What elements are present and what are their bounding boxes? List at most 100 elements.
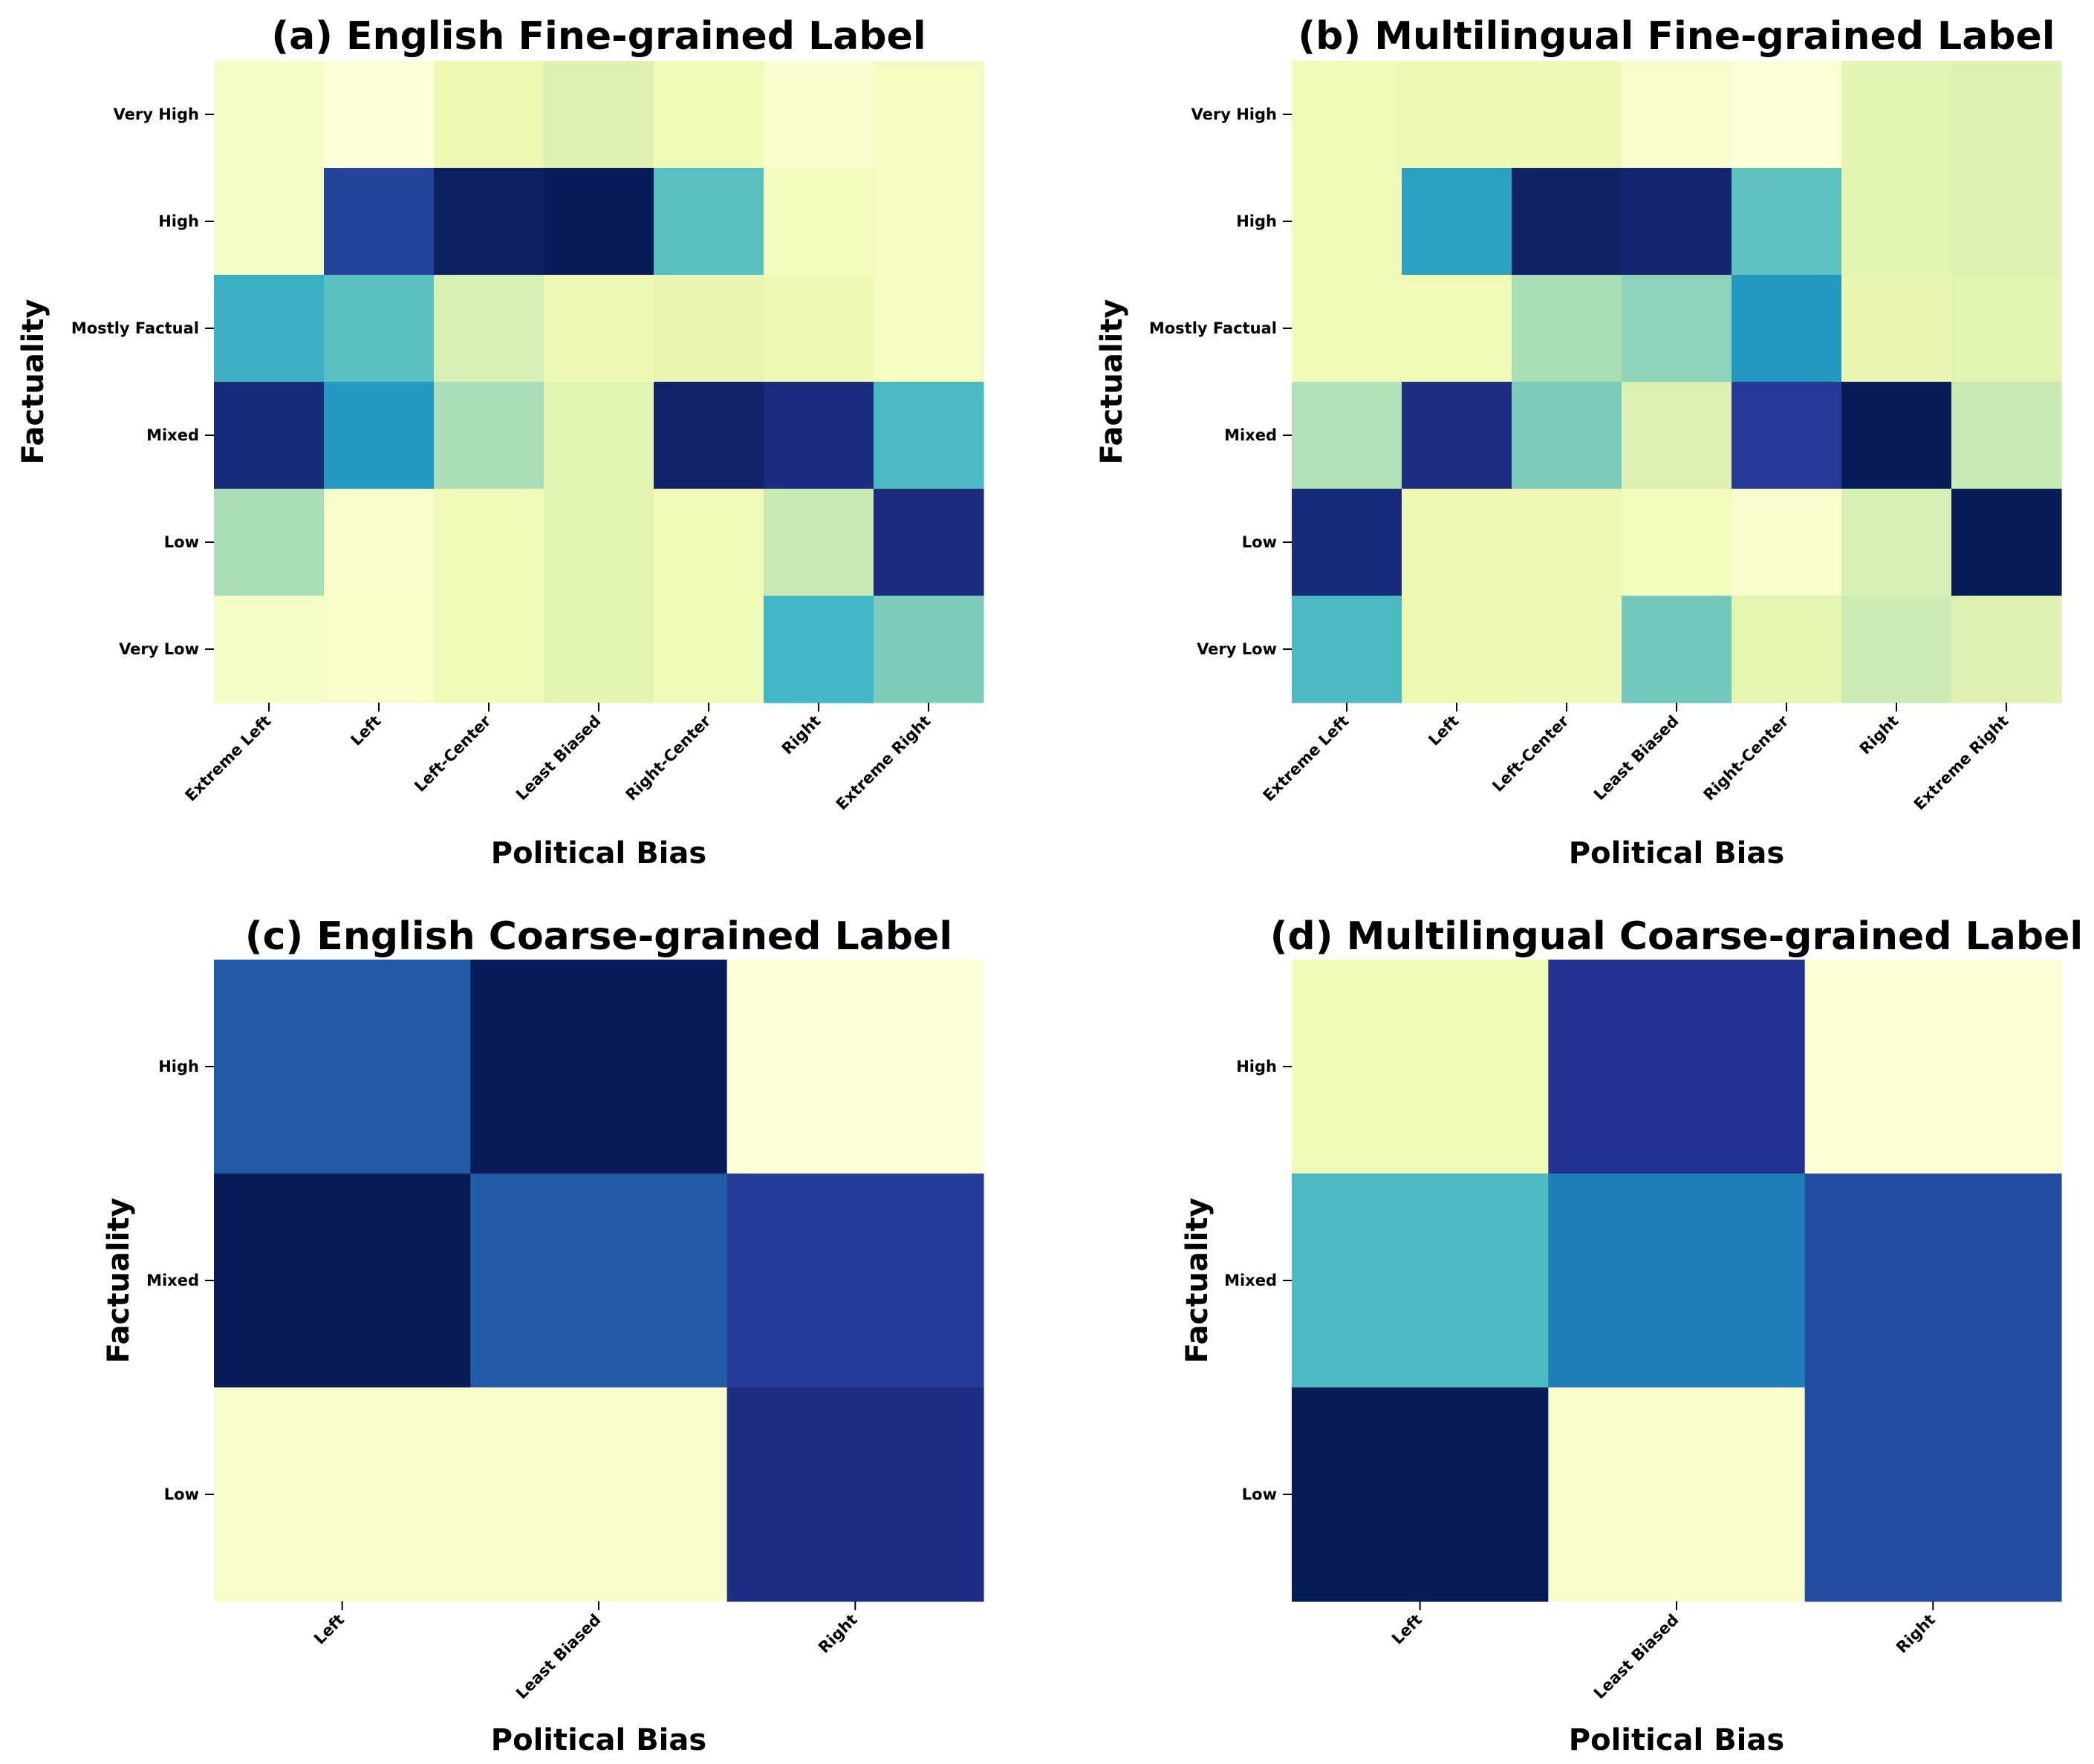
heatmap-cell (1402, 168, 1512, 276)
y-axis-label: Factuality (1180, 1198, 1215, 1364)
heatmap-cell (1292, 1387, 1549, 1602)
heatmap-cell (1512, 382, 1622, 489)
heatmap-cell (726, 1387, 984, 1602)
heatmap-cell (324, 275, 435, 383)
heatmap-cell (1292, 61, 1402, 169)
y-tick-label: Mixed (1224, 1272, 1277, 1289)
heatmap-cell (1622, 168, 1732, 276)
heatmap-cell (214, 1174, 471, 1388)
heatmap-cell (1292, 275, 1402, 383)
heatmap-cell (1512, 275, 1622, 383)
heatmap-cell (654, 596, 764, 703)
heatmap-cell (874, 168, 984, 276)
heatmap-cell (874, 275, 984, 383)
heatmap-cell (1841, 61, 1952, 169)
y-tick-label: Very High (114, 105, 199, 123)
heatmap-panel-b: (b) Multilingual Fine-grained Label Very … (1095, 14, 2062, 870)
heatmap-cell (324, 489, 435, 596)
heatmap-cell (1732, 275, 1842, 383)
x-axis-label: Political Bias (491, 836, 706, 870)
heatmap-cell (1951, 168, 2062, 276)
heatmap-cell (1841, 168, 1952, 276)
heatmap-cell (1402, 61, 1512, 169)
heatmap-cell (434, 596, 544, 703)
heatmap-cell (214, 1387, 471, 1602)
y-tick-label: Low (164, 533, 199, 551)
heatmap-cell (544, 168, 654, 276)
chart-title: (b) Multilingual Fine-grained Label (1298, 14, 2055, 59)
heatmap-cell (1622, 61, 1732, 169)
heatmap-cell (544, 382, 654, 489)
heatmap-cell (1292, 960, 1549, 1174)
y-axis-label: Factuality (102, 1198, 136, 1364)
heatmap-cell (1402, 489, 1512, 596)
y-tick-label: Very Low (119, 640, 199, 658)
heatmap-cell (1622, 596, 1732, 703)
heatmap-cell (544, 596, 654, 703)
heatmap-cell (214, 61, 325, 169)
heatmap-cell (214, 168, 325, 276)
heatmap-cell (1804, 1174, 2062, 1388)
heatmap-cell (654, 489, 764, 596)
heatmap-cell (1732, 382, 1842, 489)
heatmap-cell (324, 168, 435, 276)
heatmap-cell (1732, 596, 1842, 703)
y-tick-label: Mixed (146, 426, 199, 444)
heatmap-cell (726, 960, 984, 1174)
heatmap-cell (1512, 168, 1622, 276)
heatmap-cell (470, 1174, 728, 1388)
heatmap-cell (654, 275, 764, 383)
heatmap-cell (1402, 596, 1512, 703)
heatmap-cell (544, 275, 654, 383)
x-axis-label: Political Bias (491, 1723, 706, 1757)
heatmap-cell (654, 61, 764, 169)
y-tick-label: High (1236, 1058, 1277, 1075)
heatmap-cell (434, 489, 544, 596)
heatmap-cell (764, 61, 874, 169)
heatmap-cell (470, 960, 728, 1174)
heatmap-cell (1951, 275, 2062, 383)
heatmap-cell (764, 489, 874, 596)
y-tick-label: Mixed (146, 1272, 199, 1289)
heatmap-panel-a: (a) English Fine-grained Label Very High H… (16, 14, 984, 870)
heatmap-cell (434, 168, 544, 276)
heatmap-cell (1804, 1387, 2062, 1602)
heatmap-cell (1951, 489, 2062, 596)
heatmap-cell (1841, 275, 1952, 383)
heatmap-cell (1732, 489, 1842, 596)
heatmap-cell (1951, 382, 2062, 489)
heatmap-cell (874, 489, 984, 596)
heatmap-cell (214, 275, 325, 383)
heatmap-cell (1292, 382, 1402, 489)
heatmap-cell (470, 1387, 728, 1602)
heatmap-cell (434, 382, 544, 489)
x-axis-label: Political Bias (1569, 1723, 1784, 1757)
heatmap-cell (874, 382, 984, 489)
heatmap-cell (874, 596, 984, 703)
heatmap-cell (1548, 1387, 1806, 1602)
y-tick-label: High (158, 1058, 199, 1075)
heatmap-cell (324, 596, 435, 703)
heatmap-cell (1292, 489, 1402, 596)
y-tick-label: High (1236, 212, 1277, 230)
heatmap-cell (214, 382, 325, 489)
y-tick-label: Mixed (1224, 426, 1277, 444)
heatmap-cell (1292, 168, 1402, 276)
heatmap-cell (214, 960, 471, 1174)
heatmap-cell (1402, 275, 1512, 383)
x-axis-label: Political Bias (1569, 836, 1784, 870)
heatmap-cell (654, 168, 764, 276)
heatmap-cell (324, 61, 435, 169)
chart-title: (a) English Fine-grained Label (271, 14, 926, 59)
heatmap-cell (764, 275, 874, 383)
heatmap-cell (726, 1174, 984, 1388)
heatmap-cell (764, 382, 874, 489)
heatmap-cell (434, 61, 544, 169)
heatmap-cell (1804, 960, 2062, 1174)
heatmap-cell (1841, 382, 1952, 489)
heatmap-cell (1548, 960, 1806, 1174)
heatmap-cell (764, 168, 874, 276)
chart-title: (d) Multilingual Coarse-grained Label (1270, 914, 2083, 959)
heatmap-cell (1512, 61, 1622, 169)
